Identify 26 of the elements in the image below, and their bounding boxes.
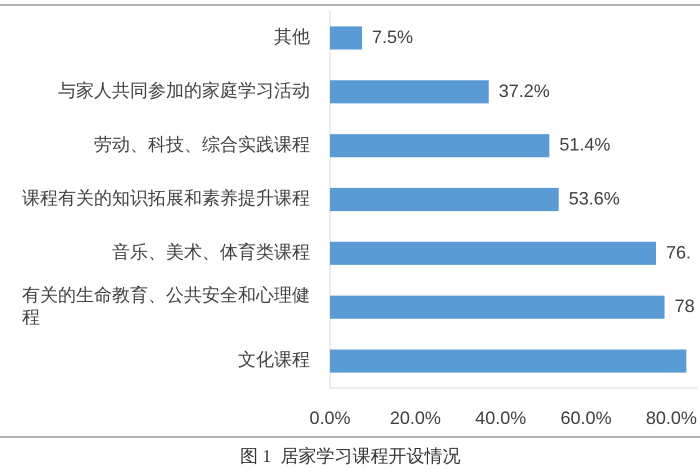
y-tick-label: 与家人共同参加的家庭学习活动	[58, 80, 310, 102]
y-tick-label: 劳动、科技、综合实践课程	[94, 134, 310, 156]
bar	[330, 242, 656, 265]
y-tick-label: 音乐、美术、体育类课程	[112, 242, 310, 264]
y-tick-label: 文化课程	[238, 350, 310, 371]
y-tick-label: 其他	[274, 26, 310, 48]
data-label: 7.5%	[372, 26, 414, 47]
data-label: 51.4%	[559, 134, 610, 155]
x-tick-label: 0.0%	[309, 408, 351, 428]
bar	[330, 134, 550, 158]
data-label: 78	[674, 296, 695, 316]
x-tick-label: 40.0%	[475, 408, 526, 428]
data-label: 76.	[666, 242, 692, 262]
data-label: 37.2%	[498, 80, 550, 101]
bar	[330, 26, 362, 50]
x-tick-label: 20.0%	[390, 408, 441, 428]
bar	[330, 349, 686, 373]
bar	[330, 188, 559, 212]
y-tick-label: 有关的生命教育、公共安全和心理健程	[22, 284, 310, 328]
data-label: 53.6%	[568, 188, 620, 208]
x-tick-label: 80.0%	[646, 408, 697, 428]
y-tick-label: 课程有关的知识拓展和素养提升课程	[22, 188, 310, 210]
bar	[330, 296, 665, 319]
text: 图 1 居家学习课程开设情况	[238, 445, 462, 467]
x-tick-label: 60.0%	[560, 408, 612, 428]
bar	[330, 80, 489, 104]
